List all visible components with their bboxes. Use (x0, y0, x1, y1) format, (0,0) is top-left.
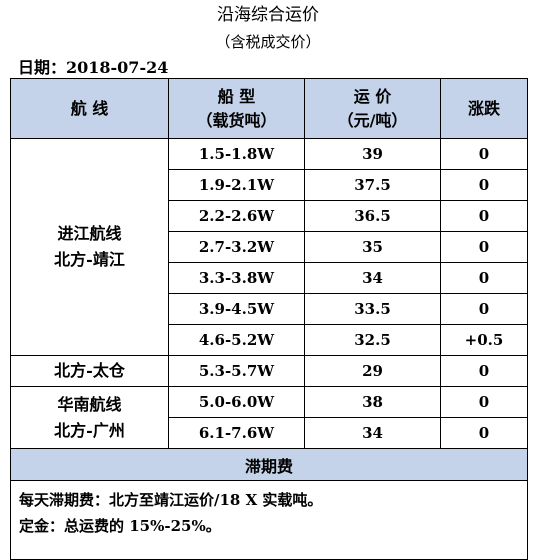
date-label: 日期：2018-07-24 (18, 58, 169, 77)
table-row: 2.7-3.2W 35 0 (11, 231, 528, 263)
route-cell-guangzhou: 华南航线 北方-广州 (10, 386, 169, 449)
change-cell: 0 (440, 138, 528, 170)
page-subtitle: （含税成交价） (215, 33, 321, 51)
price-cell: 29 (304, 355, 441, 387)
freight-rate-table: 航 线 船 型 （载货吨） 运 价 （元/吨） 涨跌 进江航线 北方-靖江 1.… (10, 78, 528, 560)
price-cell: 37.5 (304, 169, 441, 201)
change-cell: 0 (440, 386, 528, 418)
change-cell: 0 (440, 200, 528, 232)
change-cell: 0 (440, 262, 528, 294)
change-cell: 0 (440, 169, 528, 201)
change-cell: 0 (440, 417, 528, 449)
page-title: 沿海综合运价 (217, 5, 319, 25)
header-ship-type: 船 型 （载货吨） (168, 78, 305, 139)
header-price-line2: （元/吨） (337, 110, 408, 130)
notes-row: 每天滞期费：北方至靖江运价/18 X 实载吨。 定金：总运费的 15%-25%。 (10, 480, 528, 560)
change-cell: 0 (440, 231, 528, 263)
route-line1: 北方-太仓 (54, 361, 125, 380)
route-line1: 进江航线 (57, 224, 122, 243)
section-title: 滞期费 (10, 448, 528, 481)
ship-cell: 6.1-7.6W (168, 417, 305, 449)
route-line2: 北方-靖江 (54, 250, 125, 269)
table-row: 3.9-4.5W 33.5 0 (11, 293, 528, 325)
price-cell: 38 (304, 386, 441, 418)
price-cell: 34 (304, 262, 441, 294)
note-deposit: 定金：总运费的 15%-25%。 (19, 517, 221, 535)
table-row: 1.9-2.1W 37.5 0 (11, 169, 528, 201)
price-cell: 36.5 (304, 200, 441, 232)
section-row: 滞期费 (10, 448, 528, 481)
header-price-line1: 运 价 (353, 86, 392, 106)
ship-cell: 3.9-4.5W (168, 293, 305, 325)
route-line1: 华南航线 (57, 394, 122, 414)
ship-cell: 2.7-3.2W (168, 231, 305, 263)
change-cell: +0.5 (440, 324, 528, 356)
route-line2: 北方-广州 (54, 420, 125, 440)
change-cell: 0 (440, 355, 528, 387)
change-cell: 0 (440, 293, 528, 325)
notes-cell: 每天滞期费：北方至靖江运价/18 X 实载吨。 定金：总运费的 15%-25%。 (10, 480, 528, 560)
price-cell: 35 (304, 231, 441, 263)
ship-cell: 4.6-5.2W (168, 324, 305, 356)
header-route: 航 线 (10, 78, 169, 139)
table-row: 华南航线 北方-广州 5.0-6.0W 38 0 (10, 386, 528, 449)
price-cell: 34 (304, 417, 441, 449)
table-row: 北方-太仓 5.3-5.7W 29 0 (10, 355, 528, 387)
price-cell: 32.5 (304, 324, 441, 356)
table-row: 3.3-3.8W 34 0 (11, 262, 528, 294)
ship-cell: 2.2-2.6W (168, 200, 305, 232)
table-row: 6.1-7.6W 34 0 (11, 417, 528, 449)
ship-cell: 5.0-6.0W (168, 386, 305, 418)
table-row: 进江航线 北方-靖江 1.5-1.8W 39 0 (10, 138, 528, 356)
header-row: 航 线 船 型 （载货吨） 运 价 （元/吨） 涨跌 (10, 78, 528, 139)
header-ship-line2: （载货吨） (196, 110, 277, 130)
route-cell-taicang: 北方-太仓 (10, 355, 169, 387)
header-ship-line1: 船 型 (217, 86, 256, 106)
price-cell: 33.5 (304, 293, 441, 325)
price-cell: 39 (304, 138, 441, 170)
ship-cell: 5.3-5.7W (168, 355, 305, 387)
note-demurrage: 每天滞期费：北方至靖江运价/18 X 实载吨。 (19, 491, 323, 509)
header-price: 运 价 （元/吨） (304, 78, 441, 139)
ship-cell: 1.9-2.1W (168, 169, 305, 201)
route-cell-jingjiang: 进江航线 北方-靖江 (10, 138, 169, 356)
ship-cell: 3.3-3.8W (168, 262, 305, 294)
ship-cell: 1.5-1.8W (168, 138, 305, 170)
header-change: 涨跌 (440, 78, 528, 139)
